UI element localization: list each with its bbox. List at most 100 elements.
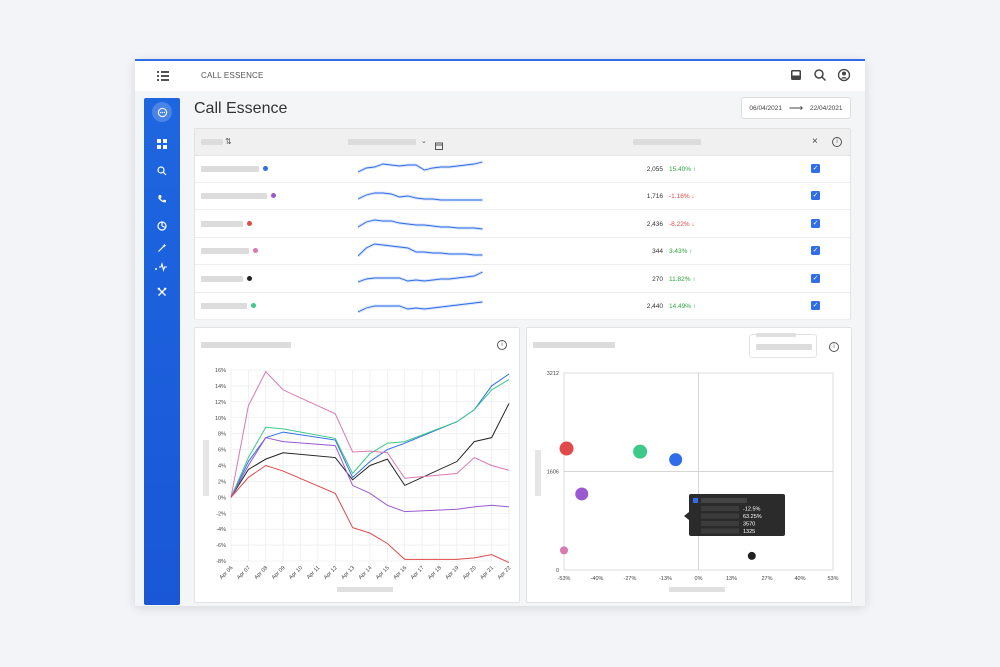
x-tick-label: 13% <box>726 576 737 582</box>
magic-icon[interactable] <box>144 238 180 258</box>
scatter-chart: 3212 1606 0 -53% -40% -27% -13% 0% 13% 27% 40% 53% -… <box>535 371 839 592</box>
x-tick-label: Apr 14 <box>358 565 374 581</box>
row-checkbox[interactable]: ✓ <box>811 301 820 310</box>
tools-icon[interactable] <box>144 282 180 302</box>
header-placeholder <box>348 139 416 145</box>
chart-title-placeholder <box>533 342 615 348</box>
row-change: 14.49% ↑ <box>669 303 696 310</box>
series-color-dot <box>271 193 276 199</box>
row-checkbox[interactable]: ✓ <box>811 191 820 201</box>
row-checkbox[interactable]: ✓ <box>811 246 820 256</box>
y-tick-label: 3212 <box>547 371 559 377</box>
row-value: 1,716 <box>646 193 663 201</box>
y-tick-label: -4% <box>216 527 226 533</box>
scatter-chart-panel: i 3212 1606 0 -53% -40% -27% -13% 0% 13% 27% 40% 53… <box>526 327 852 603</box>
sparkline <box>358 242 483 258</box>
table-header: ⇅ ⌄ × i <box>195 129 850 156</box>
tooltip-value: 63.25% <box>743 514 762 520</box>
calendar-icon[interactable] <box>435 137 443 155</box>
series-color-dot <box>253 248 258 254</box>
scatter-point <box>575 487 589 501</box>
activity-icon[interactable] <box>144 257 180 277</box>
y-tick-label: 16% <box>215 368 226 374</box>
date-range-picker[interactable]: 06/04/2021 ⟶ 22/04/2021 <box>741 97 851 119</box>
y-tick-label: -6% <box>216 543 226 549</box>
sidebar-search-icon[interactable] <box>144 161 180 181</box>
scatter-point <box>560 546 568 555</box>
filter-dropdown[interactable] <box>749 333 817 358</box>
series-color-dot <box>247 220 252 226</box>
chart-title-placeholder <box>201 342 291 348</box>
row-value: 344 <box>652 248 663 256</box>
row-label-placeholder <box>201 248 249 255</box>
series-line <box>230 370 510 498</box>
change-value: 3.43% <box>669 248 688 256</box>
y-tick-label: 12% <box>215 400 226 406</box>
page-title: Call Essence <box>194 100 288 117</box>
scatter-point <box>747 551 756 560</box>
row-checkbox[interactable]: ✓ <box>811 164 820 173</box>
info-icon[interactable]: i <box>497 340 507 350</box>
sparkline <box>358 300 483 314</box>
tooltip-value: 1325 <box>743 529 755 535</box>
tooltip-value: 3570 <box>743 522 755 528</box>
dashboard-icon[interactable] <box>144 134 180 154</box>
table-row: 2,436 -8.22% ↓ ✓ <box>195 211 850 238</box>
row-change: -8.22% ↓ <box>669 221 695 228</box>
tooltip-label-placeholder <box>701 528 739 534</box>
row-label-placeholder <box>201 166 259 172</box>
close-icon[interactable]: × <box>812 136 818 147</box>
menu-icon[interactable] <box>157 71 169 81</box>
row-change: -1.16% ↓ <box>669 193 695 200</box>
x-tick-label: -53% <box>558 576 571 582</box>
sidebar-item-chat[interactable] <box>144 102 180 122</box>
x-tick-label: Apr 16 <box>392 565 408 581</box>
row-value: 2,436 <box>646 220 663 228</box>
sparkline-path <box>358 301 483 313</box>
row-checkbox[interactable]: ✓ <box>811 273 820 283</box>
arrow-right-icon: ⟶ <box>788 102 804 114</box>
inbox-icon[interactable] <box>789 68 803 82</box>
chevron-down-icon[interactable]: ⌄ <box>421 138 427 145</box>
table-row: 2,055 15.40% ↑ ✓ <box>195 156 850 183</box>
y-tick-label: 1606 <box>547 470 559 476</box>
y-tick-label: 6% <box>218 448 226 454</box>
header-placeholder <box>633 139 701 145</box>
series-color-dot <box>263 166 268 171</box>
x-tick-label: Apr 15 <box>375 565 391 581</box>
y-tick-label: 0 <box>556 568 559 574</box>
info-icon[interactable]: i <box>829 342 839 352</box>
app-window: CALL ESSENCE <box>135 59 865 606</box>
x-tick-label: Apr 18 <box>427 565 443 581</box>
user-icon[interactable] <box>837 68 851 82</box>
y-tick-label: -2% <box>216 511 226 517</box>
change-value: 15.40% <box>669 166 692 173</box>
sparkline-path <box>358 243 483 257</box>
arrow-up-icon: ↑ <box>690 275 696 283</box>
row-checkbox[interactable]: ✓ <box>811 218 820 228</box>
chart-pie-icon[interactable] <box>144 216 180 236</box>
y-tick-label: -8% <box>216 559 226 565</box>
x-tick-label: Apr 13 <box>340 565 356 581</box>
change-value: 11.82% <box>669 275 691 283</box>
app-title: CALL ESSENCE <box>201 71 264 80</box>
x-tick-label: Apr 11 <box>306 565 321 580</box>
top-bar: CALL ESSENCE <box>135 61 865 91</box>
change-value: -1.16% <box>669 193 690 201</box>
tooltip-value: -12.5% <box>743 507 761 513</box>
sparkline <box>358 270 484 284</box>
series-line <box>230 379 510 498</box>
sort-icon[interactable]: ⇅ <box>225 137 232 146</box>
x-tick-label: Apr 12 <box>323 565 339 581</box>
tooltip-label-placeholder <box>701 521 739 526</box>
row-label-placeholder <box>201 275 243 282</box>
phone-icon[interactable] <box>144 189 180 209</box>
row-label-placeholder <box>201 220 243 227</box>
search-icon[interactable] <box>813 68 827 82</box>
tooltip-label-placeholder <box>701 513 739 519</box>
x-tick-label: Apr 09 <box>271 565 287 581</box>
x-tick-label: Apr 22 <box>497 565 513 581</box>
info-icon[interactable]: i <box>832 137 842 147</box>
change-value: 14.49% <box>669 303 692 310</box>
